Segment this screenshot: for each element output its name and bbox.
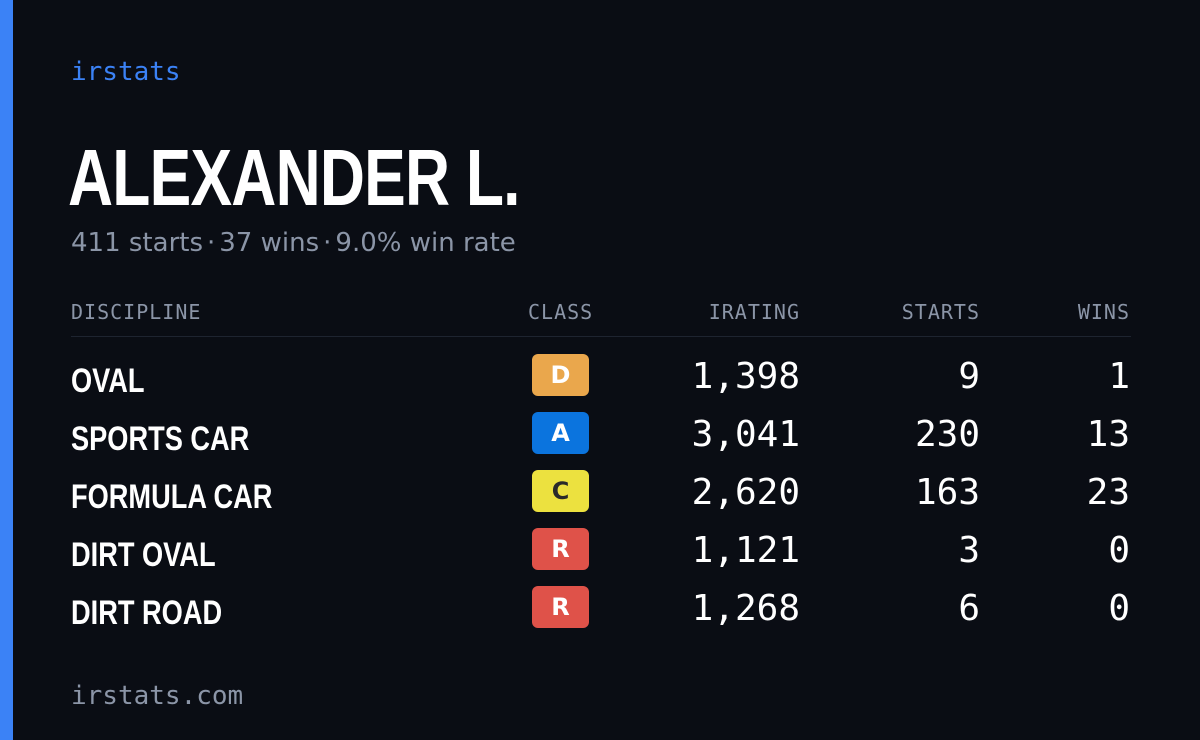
irating-value: 1,398: [691, 356, 800, 397]
header-irating: IRATING: [708, 300, 800, 324]
starts-value: 230: [914, 414, 980, 455]
header-class: CLASS: [528, 300, 594, 324]
wins-value: 1: [1108, 356, 1130, 397]
wins-value: 23: [1086, 472, 1130, 513]
irating-value: 2,620: [691, 472, 800, 513]
discipline-name: OVAL: [71, 362, 145, 400]
starts-summary: 411 starts: [71, 228, 203, 258]
irating-value: 1,121: [691, 530, 800, 571]
footer-url[interactable]: irstats.com: [71, 681, 244, 711]
license-class-badge: A: [532, 412, 589, 454]
discipline-name: DIRT OVAL: [71, 536, 216, 574]
starts-value: 3: [958, 530, 980, 571]
wins-value: 13: [1086, 414, 1130, 455]
brand-logo: irstats: [71, 57, 181, 87]
license-class-badge: C: [532, 470, 589, 512]
discipline-name: DIRT ROAD: [71, 594, 223, 632]
license-class-badge: R: [532, 586, 589, 628]
summary-separator: ·: [323, 228, 332, 258]
discipline-name: FORMULA CAR: [71, 478, 273, 516]
table-row: FORMULA CAR C 2,620 163 23: [0, 470, 1200, 528]
starts-value: 9: [958, 356, 980, 397]
discipline-name: SPORTS CAR: [71, 420, 250, 458]
table-divider: [71, 336, 1131, 337]
accent-bar: [0, 0, 13, 740]
table-row: SPORTS CAR A 3,041 230 13: [0, 412, 1200, 470]
table-row: DIRT ROAD R 1,268 6 0: [0, 586, 1200, 644]
table-row: OVAL D 1,398 9 1: [0, 354, 1200, 412]
win-rate-summary: 9.0% win rate: [335, 228, 516, 258]
wins-value: 0: [1108, 588, 1130, 629]
starts-value: 163: [914, 472, 980, 513]
player-name: ALEXANDER L.: [68, 133, 521, 222]
table-row: DIRT OVAL R 1,121 3 0: [0, 528, 1200, 586]
wins-summary: 37 wins: [219, 228, 320, 258]
header-wins: WINS: [1077, 300, 1130, 324]
irating-value: 1,268: [691, 588, 800, 629]
header-discipline: DISCIPLINE: [71, 300, 202, 324]
starts-value: 6: [958, 588, 980, 629]
header-starts: STARTS: [901, 300, 980, 324]
license-class-badge: R: [532, 528, 589, 570]
irating-value: 3,041: [691, 414, 800, 455]
license-class-badge: D: [532, 354, 589, 396]
summary-separator: ·: [207, 228, 216, 258]
wins-value: 0: [1108, 530, 1130, 571]
player-summary: 411 starts · 37 wins · 9.0% win rate: [71, 228, 516, 258]
